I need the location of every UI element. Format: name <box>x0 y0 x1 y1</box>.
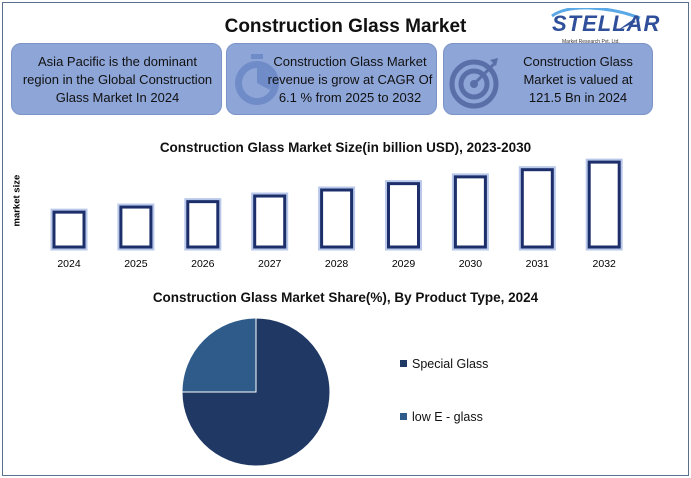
legend-swatch <box>400 413 407 420</box>
page-title: Construction Glass Market <box>224 16 467 37</box>
stopwatch-icon <box>235 54 279 105</box>
logo-name: STELLAR <box>552 11 661 36</box>
bar-glow-2030 <box>451 173 489 251</box>
legend-label: Special Glass <box>412 357 489 371</box>
bar-glow-2029 <box>385 180 422 251</box>
bar-2028 <box>320 188 354 249</box>
info-card-region: Asia Pacific is the dominant region in t… <box>11 43 222 115</box>
bar-chart-title: Construction Glass Market Size(in billio… <box>159 140 532 155</box>
bar-2030 <box>453 175 487 249</box>
bar-glow-2026 <box>184 198 222 251</box>
card-text-cagr: Construction Glass Market revenue is gro… <box>267 54 433 105</box>
x-tick-label: 2031 <box>526 258 550 270</box>
bar-2027 <box>253 194 287 249</box>
bar-glow-2028 <box>318 186 356 251</box>
bar-glow-2027 <box>251 192 289 251</box>
pie-slice-low-e-glass <box>181 317 257 393</box>
pie-chart <box>181 317 331 467</box>
x-tick-label: 2025 <box>124 258 148 270</box>
pie-slice-special-glass <box>181 317 331 467</box>
bar-2025 <box>119 205 153 249</box>
info-card-cagr: Construction Glass Market revenue is gro… <box>226 43 437 115</box>
legend-item-low-e-glass: low E - glass <box>400 410 483 424</box>
x-tick-label: 2032 <box>593 258 617 270</box>
legend-label: low E - glass <box>412 410 483 424</box>
bar-2026 <box>186 200 220 249</box>
card-text-region: Asia Pacific is the dominant region in t… <box>22 54 213 105</box>
logo-swoosh-icon <box>551 8 641 30</box>
stellar-logo: STELLAR Market Research Pvt. Ltd. <box>548 8 659 48</box>
bar-glow-2031 <box>518 166 556 251</box>
card-text-value: Construction Glass Market is valued at 1… <box>523 54 633 105</box>
x-tick-label: 2030 <box>459 258 483 270</box>
bar-2031 <box>520 168 554 249</box>
target-icon <box>449 58 499 109</box>
pie-chart-title: Construction Glass Market Share(%), By P… <box>152 290 539 305</box>
bar-2029 <box>387 182 420 249</box>
x-tick-label: 2029 <box>392 258 416 270</box>
bar-2024 <box>52 210 86 249</box>
bar-chart: 2024 2025 2026 2027 2028 2029 2030 2031 2032 <box>50 158 623 270</box>
x-tick-label: 2026 <box>191 258 215 270</box>
legend-item-special-glass: Special Glass <box>400 357 488 371</box>
bar-2032 <box>587 160 621 249</box>
info-card-value: Construction Glass Market is valued at 1… <box>443 43 653 115</box>
x-tick-label: 2027 <box>258 258 282 270</box>
bar-glow-2025 <box>117 203 155 251</box>
legend-swatch <box>400 360 407 367</box>
logo-subtitle: Market Research Pvt. Ltd. <box>562 39 620 45</box>
bar-glow-2032 <box>585 158 623 251</box>
bar-glow-2024 <box>50 208 88 251</box>
x-tick-label: 2028 <box>325 258 349 270</box>
x-tick-label: 2024 <box>57 258 81 270</box>
